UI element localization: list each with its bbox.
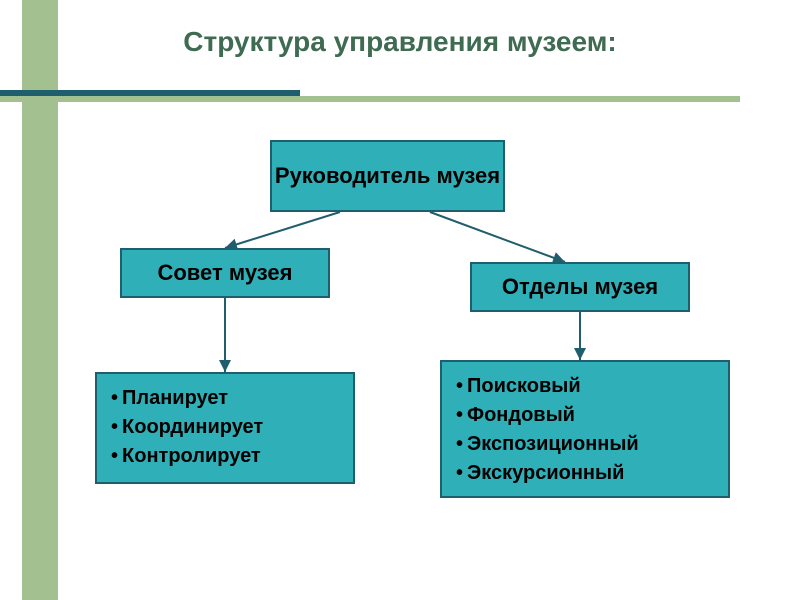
node-council: Совет музея (120, 248, 330, 298)
node-root-director: Руководитель музея (270, 140, 505, 212)
list-item: Контролирует (111, 442, 339, 471)
council-functions-list: ПланируетКоординируетКонтролирует (95, 372, 355, 484)
list-item: Поисковый (456, 372, 714, 401)
list-item: Фондовый (456, 401, 714, 430)
list-item: Экскурсионный (456, 459, 714, 488)
departments-items: ПоисковыйФондовыйЭкспозиционныйЭкскурсио… (456, 372, 714, 488)
node-departments: Отделы музея (470, 262, 690, 312)
title-underline-light (0, 96, 740, 102)
node-root-label: Руководитель музея (275, 163, 500, 189)
node-council-label: Совет музея (157, 260, 292, 286)
slide-title: Структура управления музеем: (0, 26, 800, 58)
list-item: Планирует (111, 384, 339, 413)
council-functions-items: ПланируетКоординируетКонтролирует (111, 384, 339, 471)
departments-list: ПоисковыйФондовыйЭкспозиционныйЭкскурсио… (440, 360, 730, 498)
node-departments-label: Отделы музея (502, 274, 658, 300)
list-item: Экспозиционный (456, 430, 714, 459)
list-item: Координирует (111, 413, 339, 442)
